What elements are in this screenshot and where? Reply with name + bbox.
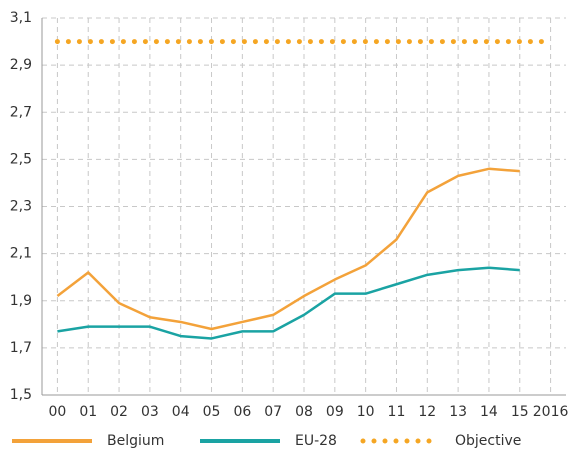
y-tick-label: 2,3	[10, 199, 32, 215]
x-tick-label: 02	[110, 404, 128, 420]
x-tick-label: 11	[388, 404, 406, 420]
legend-label: Objective	[455, 433, 521, 449]
y-tick-label: 1,9	[10, 293, 32, 309]
legend-label: Belgium	[107, 433, 164, 449]
x-tick-label: 13	[449, 404, 467, 420]
x-tick-label: 03	[141, 404, 159, 420]
x-tick-label: 05	[203, 404, 221, 420]
x-tick-label: 10	[357, 404, 375, 420]
y-tick-label: 1,7	[10, 340, 32, 356]
x-tick-label: 09	[326, 404, 344, 420]
series-line	[57, 266, 520, 340]
x-tick-label: 14	[480, 404, 498, 420]
x-tick-label: 08	[295, 404, 313, 420]
x-tick-label: 00	[48, 404, 66, 420]
y-tick-label: 2,7	[10, 104, 32, 120]
y-tick-label: 2,5	[10, 151, 32, 167]
y-tick-label: 2,1	[10, 246, 32, 262]
x-tick-label: 12	[418, 404, 436, 420]
y-tick-label: 3,1	[10, 10, 32, 26]
series-line	[56, 167, 520, 331]
x-tick-label: 01	[79, 404, 97, 420]
x-tick-label: 15	[511, 404, 529, 420]
x-tick-label: 04	[172, 404, 190, 420]
x-tick-label: 06	[233, 404, 251, 420]
legend-label: EU-28	[295, 433, 337, 449]
y-tick-label: 1,5	[10, 387, 32, 403]
x-tick-label: 2016	[533, 404, 569, 420]
y-tick-label: 2,9	[10, 57, 32, 73]
x-tick-label: 07	[264, 404, 282, 420]
